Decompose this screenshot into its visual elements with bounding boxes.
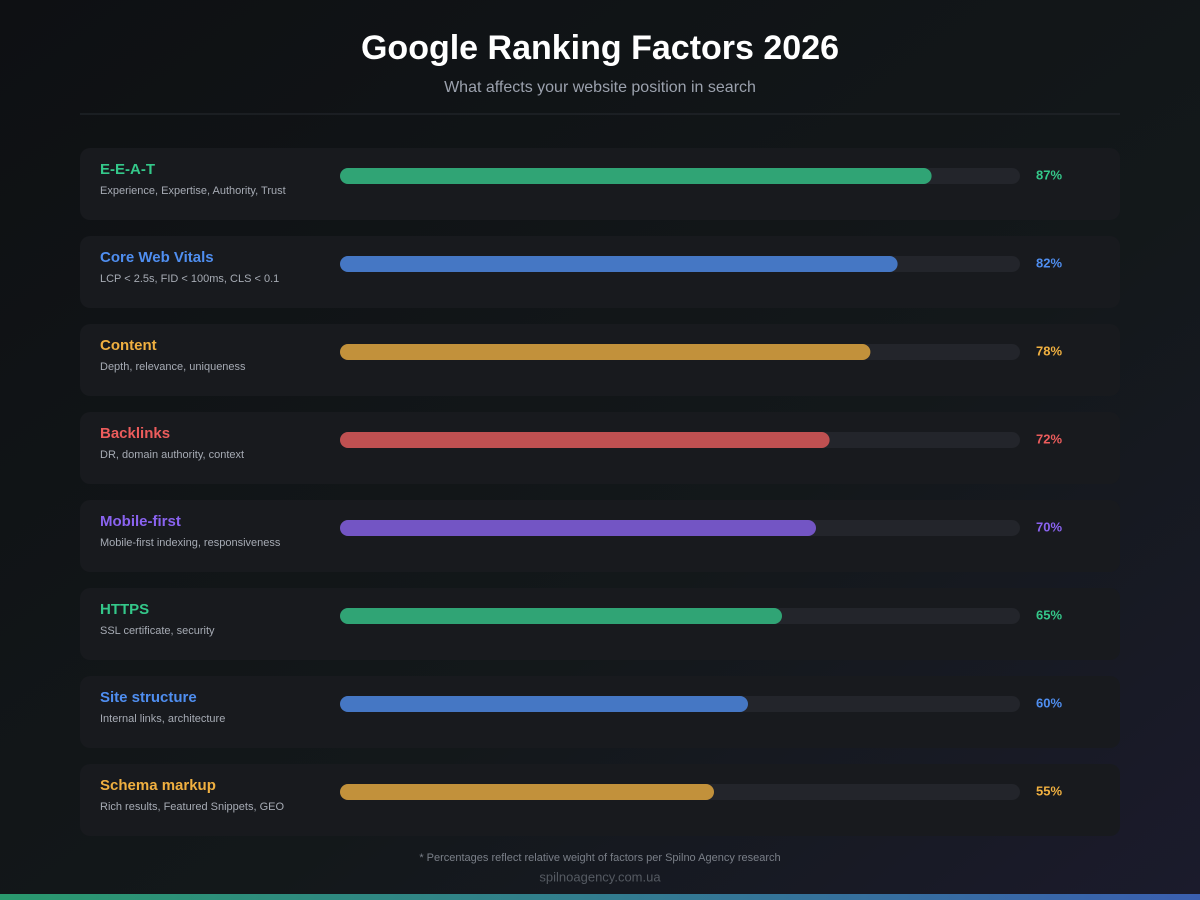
bar <box>340 608 782 624</box>
factor-description: SSL certificate, security <box>100 625 215 637</box>
factor-label: Core Web Vitals <box>100 249 214 266</box>
factor-label: Backlinks <box>100 425 170 442</box>
factor-description: LCP < 2.5s, FID < 100ms, CLS < 0.1 <box>100 273 279 285</box>
factor-description: Rich results, Featured Snippets, GEO <box>100 801 284 813</box>
footnote: * Percentages reflect relative weight of… <box>419 852 780 864</box>
factor-label: Content <box>100 337 157 354</box>
bar <box>340 256 898 272</box>
value-label: 55% <box>1036 783 1062 798</box>
factor-description: Internal links, architecture <box>100 713 225 725</box>
chart-title: Google Ranking Factors 2026 <box>361 29 839 67</box>
value-label: 60% <box>1036 695 1062 710</box>
bar <box>340 784 714 800</box>
bar <box>340 696 748 712</box>
value-label: 72% <box>1036 431 1062 446</box>
factor-label: Mobile-first <box>100 513 181 530</box>
value-label: 82% <box>1036 255 1062 270</box>
bar <box>340 520 816 536</box>
factor-description: DR, domain authority, context <box>100 449 244 461</box>
bar <box>340 344 871 360</box>
bar <box>340 168 932 184</box>
value-label: 87% <box>1036 167 1062 182</box>
bar <box>340 432 830 448</box>
value-label: 78% <box>1036 343 1062 358</box>
footer-bar <box>0 894 1200 900</box>
factor-description: Depth, relevance, uniqueness <box>100 361 246 373</box>
factor-label: Site structure <box>100 689 197 706</box>
factor-label: HTTPS <box>100 601 149 618</box>
value-label: 70% <box>1036 519 1062 534</box>
factor-description: Experience, Expertise, Authority, Trust <box>100 185 286 197</box>
factor-label: Schema markup <box>100 777 216 794</box>
value-label: 65% <box>1036 607 1062 622</box>
factor-label: E-E-A-T <box>100 161 155 178</box>
chart-subtitle: What affects your website position in se… <box>444 79 756 96</box>
factor-description: Mobile-first indexing, responsiveness <box>100 537 281 549</box>
source: spilnoagency.com.ua <box>539 869 661 884</box>
